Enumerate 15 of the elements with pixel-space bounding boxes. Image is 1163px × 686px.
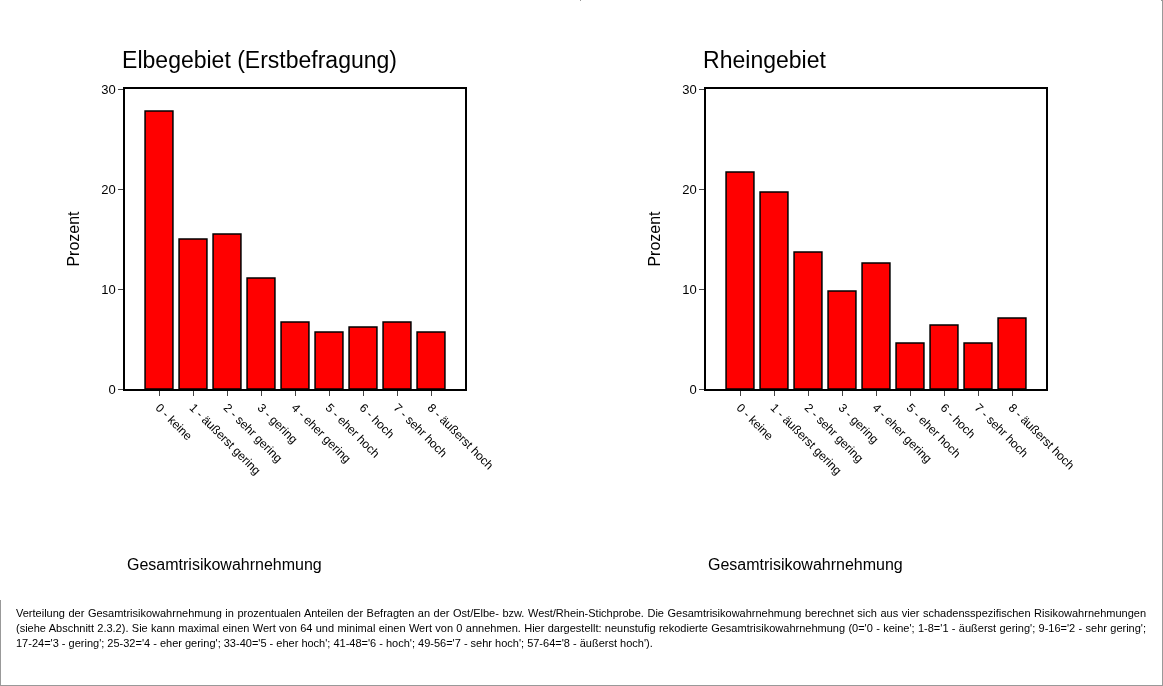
x-axis-title: Gesamtrisikowahrnehmung	[127, 556, 322, 573]
y-axis-title: Prozent	[645, 210, 663, 267]
chart-title: Rheingebiet	[703, 47, 827, 74]
y-axis-title: Prozent	[64, 210, 82, 267]
y-tick-label: 0	[108, 381, 116, 397]
chart-title: Elbegebiet (Erstbefragung)	[122, 47, 397, 74]
y-tick-label: 0	[689, 381, 697, 397]
y-tick-label: 20	[682, 181, 697, 197]
x-axis-title: Gesamtrisikowahrnehmung	[708, 556, 903, 573]
y-tick-label: 20	[101, 181, 116, 197]
y-tick-label: 30	[101, 81, 116, 97]
y-tick-label: 30	[682, 81, 697, 97]
y-tick-label: 10	[682, 281, 697, 297]
y-tick-label: 10	[101, 281, 116, 297]
text: Verteilung der Gesamtrisikowahrnehmung in prozentualen Anteilen der Befragten an der Ost/Elbe- bzw. West/Rhein-Stichprobe. Die Gesamtrisikowahrnehmung berechnet sich aus vier schadensspezifischen Risikowahrnehmungen (siehe Abschnitt 2.3.2). Sie kann maximal einen Wert von 64 und minimal einen Wert von 0 annehmen. Hier dargestellt: neunstufig rekodierte Gesamtrisikowahrnehmung (0='0 - keine'; 1-8='1 - äußerst gering'; 9-16='2 - sehr gering'; 17-24='3 - gering'; 25-32='4 - eher gering'; 33-40='5 - eher hoch'; 41-48='6 - hoch'; 49-56='7 - sehr hoch'; 57-64='8 - äußerst hoch').	[16, 606, 1146, 651]
